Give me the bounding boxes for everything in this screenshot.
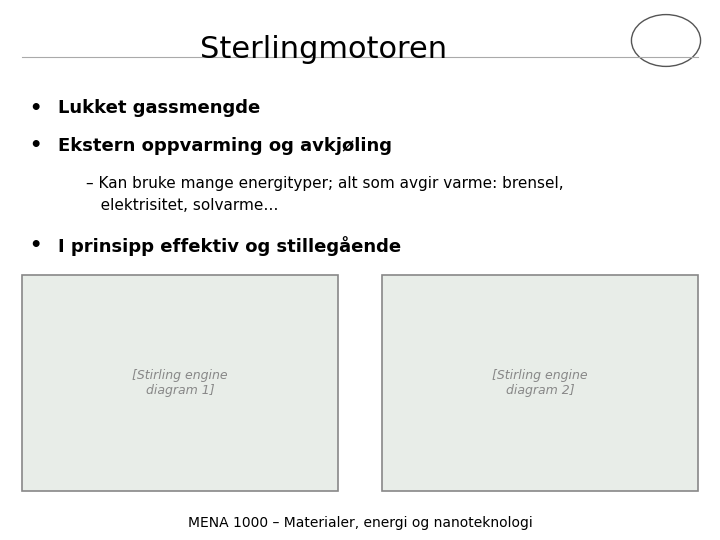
Text: [Stirling engine
diagram 2]: [Stirling engine diagram 2] [492,369,588,397]
Text: MENA 1000 – Materialer, energi og nanoteknologi: MENA 1000 – Materialer, energi og nanote… [188,516,532,530]
Text: Lukket gassmengde: Lukket gassmengde [58,99,260,117]
Text: •: • [29,98,41,118]
Text: elektrisitet, solvarme…: elektrisitet, solvarme… [86,198,279,213]
FancyBboxPatch shape [382,275,698,491]
Text: Ekstern oppvarming og avkjøling: Ekstern oppvarming og avkjøling [58,137,392,155]
Text: •: • [29,236,41,255]
Text: I prinsipp effektiv og stillegående: I prinsipp effektiv og stillegående [58,235,401,256]
Text: [Stirling engine
diagram 1]: [Stirling engine diagram 1] [132,369,228,397]
Text: Sterlingmotoren: Sterlingmotoren [200,35,448,64]
FancyBboxPatch shape [22,275,338,491]
Text: – Kan bruke mange energityper; alt som avgir varme: brensel,: – Kan bruke mange energityper; alt som a… [86,176,564,191]
Text: •: • [29,136,41,156]
